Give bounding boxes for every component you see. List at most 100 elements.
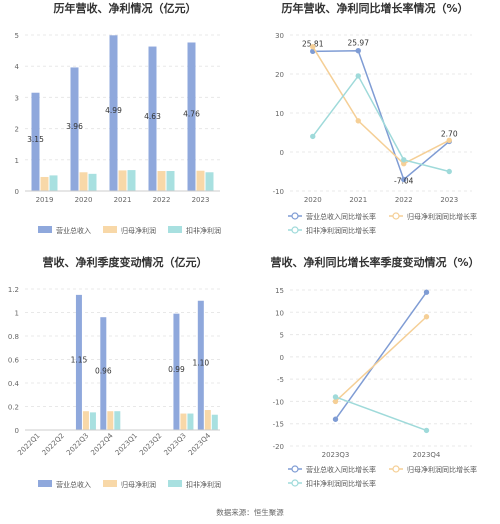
quarter-bar-legend-swatch bbox=[103, 480, 117, 487]
annual-growth-series-line bbox=[312, 74, 450, 173]
quarter-bar-x-tick-label: 2022Q2 bbox=[41, 432, 66, 457]
quarter-bar-bar bbox=[180, 413, 187, 430]
quarter-bar-bar bbox=[114, 411, 121, 430]
quarter-growth-y-tick-label: -20 bbox=[273, 443, 284, 451]
quarter-growth-x-tick-label: 2023Q4 bbox=[413, 451, 441, 459]
quarter-growth-legend-label: 归母净利润同比增长率 bbox=[407, 465, 477, 474]
annual-growth-point bbox=[355, 73, 361, 79]
quarter-growth-y-tick-label: -10 bbox=[273, 398, 284, 406]
annual-bar-bar bbox=[118, 170, 127, 191]
annual-bar-bar bbox=[109, 35, 118, 192]
annual-bar-data-label: 4.63 bbox=[144, 112, 161, 121]
annual-growth-y-tick-label: -10 bbox=[273, 188, 284, 196]
quarter-growth-point bbox=[332, 394, 339, 400]
annual-bar-bar bbox=[166, 171, 175, 191]
annual-bar-bar bbox=[157, 171, 166, 191]
quarter-bar-y-tick-label: 0 bbox=[15, 427, 19, 435]
quarter-growth-series-line bbox=[335, 396, 427, 432]
annual-bar-x-tick-label: 2021 bbox=[114, 196, 132, 204]
quarter-growth-legend-label: 营业总收入同比增长率 bbox=[306, 465, 376, 474]
annual-bar-legend-swatch bbox=[38, 226, 52, 233]
annual-growth-point bbox=[355, 118, 361, 124]
quarter-bar-bar bbox=[75, 294, 82, 430]
quarter-bar-bar bbox=[211, 414, 218, 430]
quarter-bar-x-tick-label: 2023Q4 bbox=[187, 431, 213, 457]
quarter-bar-bar bbox=[187, 413, 194, 430]
quarter-growth-series-line bbox=[334, 291, 428, 420]
annual-bar-title: 历年营收、净利情况（亿元） bbox=[54, 1, 197, 15]
annual-growth-data-label: 25.97 bbox=[348, 39, 370, 48]
annual-bar-x-tick-label: 2023 bbox=[192, 196, 210, 204]
quarter-bar-bar bbox=[197, 300, 204, 430]
annual-bar-data-label: 4.99 bbox=[105, 106, 122, 115]
annual-bar-y-tick-label: 4 bbox=[15, 63, 20, 71]
quarter-bar-bar bbox=[89, 412, 96, 430]
annual-growth-title: 历年营收、净利同比增长率情况（%） bbox=[281, 1, 468, 15]
annual-growth-legend-label: 营业总收入同比增长率 bbox=[306, 212, 376, 221]
annual-bar-y-tick-label: 0 bbox=[15, 188, 19, 196]
quarter-bar-x-tick-label: 2023Q1 bbox=[114, 432, 139, 457]
quarter-bar-y-tick-label: 0.8 bbox=[8, 333, 19, 341]
annual-growth-y-tick-label: 30 bbox=[275, 32, 284, 40]
annual-bar-bar bbox=[40, 176, 49, 191]
annual-growth-x-tick-label: 2020 bbox=[304, 196, 322, 204]
quarter-growth-legend-marker bbox=[291, 465, 299, 473]
annual-bar-x-tick-label: 2022 bbox=[153, 196, 171, 204]
annual-growth-legend-marker bbox=[291, 226, 299, 234]
quarter-growth-point bbox=[423, 427, 430, 434]
quarter-growth-title: 营收、净利同比增长率季度变动情况（%） bbox=[270, 255, 479, 269]
annual-bar-bar bbox=[187, 42, 196, 191]
quarter-bar-y-tick-label: 0.2 bbox=[8, 404, 19, 412]
quarter-growth-y-tick-label: -15 bbox=[273, 421, 284, 429]
annual-bar-data-label: 4.76 bbox=[183, 110, 200, 119]
quarter-bar-x-tick-label: 2023Q3 bbox=[163, 432, 188, 457]
annual-growth-data-label: -7.04 bbox=[394, 176, 414, 185]
quarter-bar-x-tick-label: 2022Q1 bbox=[16, 432, 41, 457]
quarter-bar-data-label: 0.96 bbox=[95, 367, 112, 376]
quarter-growth-series-line bbox=[334, 316, 428, 402]
annual-growth-point bbox=[355, 48, 361, 54]
quarter-bar-data-label: 0.99 bbox=[168, 365, 185, 374]
quarter-bar-x-tick-label: 2022Q4 bbox=[89, 431, 115, 457]
quarter-growth-y-tick-label: 0 bbox=[280, 354, 284, 362]
annual-growth-legend-marker bbox=[291, 212, 299, 220]
annual-growth-point bbox=[310, 44, 316, 50]
annual-growth-legend-label: 扣非净利润同比增长率 bbox=[306, 226, 376, 235]
annual-growth-legend-label: 归母净利润同比增长率 bbox=[407, 212, 477, 221]
annual-growth-y-tick-label: 10 bbox=[275, 110, 284, 118]
quarter-bar-bar bbox=[173, 313, 180, 430]
annual-bar-y-tick-label: 1 bbox=[15, 157, 19, 165]
annual-bar-bar bbox=[196, 170, 205, 191]
annual-bar-bar bbox=[79, 172, 88, 191]
data-source: 数据来源：恒生聚源 bbox=[216, 507, 284, 517]
quarter-growth-y-tick-label: 15 bbox=[275, 287, 284, 295]
annual-growth-point bbox=[401, 176, 407, 183]
quarter-bar-y-tick-label: 0.4 bbox=[8, 380, 20, 388]
quarter-bar-x-tick-label: 2023Q2 bbox=[138, 432, 163, 457]
annual-growth-x-tick-label: 2022 bbox=[395, 196, 413, 204]
quarter-growth-legend-marker bbox=[392, 465, 400, 473]
annual-bar-legend-label: 归母净利润 bbox=[121, 226, 156, 235]
annual-growth-point bbox=[310, 133, 316, 140]
quarter-bar-y-tick-label: 0.6 bbox=[8, 357, 20, 365]
quarter-growth-point bbox=[423, 289, 430, 295]
quarter-growth-point bbox=[423, 314, 430, 320]
quarter-growth-point bbox=[332, 416, 339, 422]
annual-bar-bar bbox=[70, 67, 79, 191]
annual-bar-legend-swatch bbox=[168, 226, 182, 233]
annual-bar-y-tick-label: 3 bbox=[15, 94, 19, 102]
quarter-bar-title: 营收、净利季度变动情况（亿元） bbox=[43, 255, 208, 269]
annual-growth-y-tick-label: 0 bbox=[280, 149, 284, 157]
quarter-growth-y-tick-label: -5 bbox=[277, 376, 284, 384]
quarter-bar-bar bbox=[100, 317, 107, 430]
quarter-bar-legend-swatch bbox=[38, 480, 52, 487]
annual-bar-data-label: 3.15 bbox=[27, 135, 44, 144]
annual-growth-x-tick-label: 2021 bbox=[349, 196, 367, 204]
annual-bar-bar bbox=[205, 172, 214, 191]
annual-growth-series-line bbox=[312, 49, 450, 181]
annual-bar-bar bbox=[148, 46, 157, 191]
quarter-growth-y-tick-label: 5 bbox=[280, 332, 284, 340]
annual-bar-bar bbox=[127, 170, 136, 191]
annual-bar-legend-label: 营业总收入 bbox=[56, 226, 91, 235]
quarter-bar-bar bbox=[82, 411, 89, 430]
